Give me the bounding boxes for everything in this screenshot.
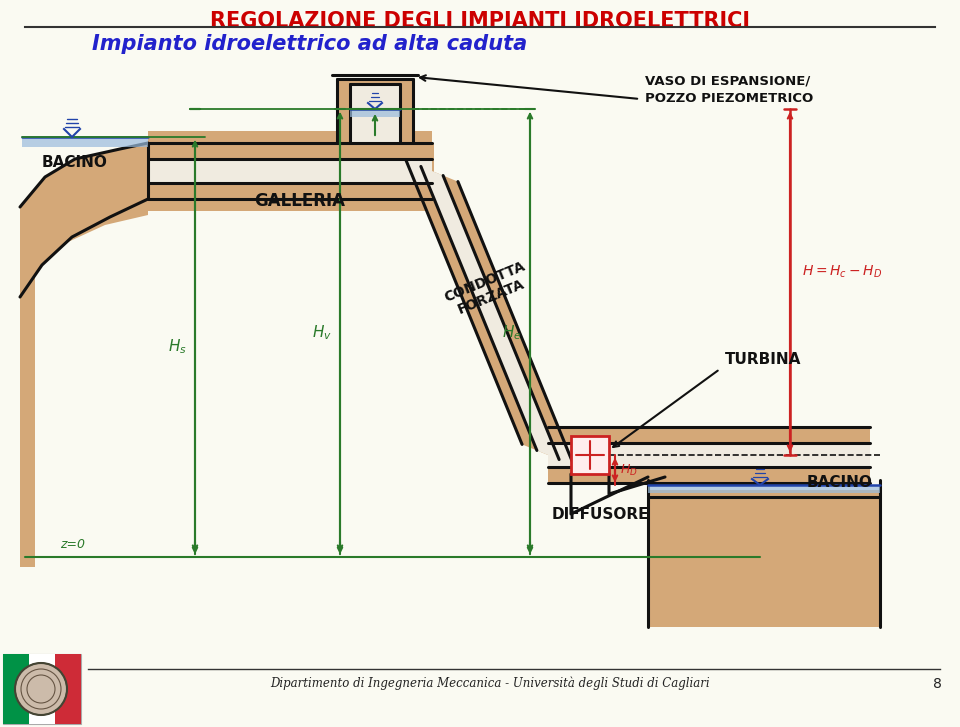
Text: GALLERIA: GALLERIA <box>254 192 346 210</box>
Text: BACINO: BACINO <box>42 155 108 170</box>
Bar <box>3 654 81 724</box>
Bar <box>571 436 609 474</box>
Circle shape <box>15 663 67 715</box>
Text: z=0: z=0 <box>60 538 85 551</box>
Polygon shape <box>148 143 434 199</box>
Polygon shape <box>148 131 432 143</box>
Polygon shape <box>406 161 574 465</box>
Polygon shape <box>548 427 870 483</box>
Polygon shape <box>350 109 400 117</box>
Text: VASO DI ESPANSIONE/
POZZO PIEZOMETRICO: VASO DI ESPANSIONE/ POZZO PIEZOMETRICO <box>645 75 813 105</box>
Polygon shape <box>148 159 432 183</box>
Polygon shape <box>148 199 432 211</box>
Bar <box>55 654 81 724</box>
Polygon shape <box>20 143 148 297</box>
Text: $H_e$: $H_e$ <box>502 324 522 342</box>
Text: BACINO: BACINO <box>806 475 872 490</box>
Bar <box>29 654 55 724</box>
Polygon shape <box>350 84 400 143</box>
Polygon shape <box>648 485 880 493</box>
Text: CONDOTTA
FORZATA: CONDOTTA FORZATA <box>443 259 534 319</box>
Text: $H_v$: $H_v$ <box>312 324 332 342</box>
Text: 8: 8 <box>933 677 942 691</box>
Text: $H=H_c-H_D$: $H=H_c-H_D$ <box>802 264 882 280</box>
Text: $H_s$: $H_s$ <box>168 337 187 356</box>
Polygon shape <box>420 166 559 459</box>
Polygon shape <box>548 443 870 467</box>
Text: REGOLAZIONE DEGLI IMPIANTI IDROELETTRICI: REGOLAZIONE DEGLI IMPIANTI IDROELETTRICI <box>210 11 750 31</box>
Polygon shape <box>337 79 413 143</box>
Text: TURBINA: TURBINA <box>725 351 802 366</box>
Polygon shape <box>20 143 148 567</box>
Bar <box>3 654 29 724</box>
Polygon shape <box>22 137 148 147</box>
Text: $H_D$: $H_D$ <box>620 462 637 478</box>
Text: Dipartimento di Ingegneria Meccanica - Università degli Studi di Cagliari: Dipartimento di Ingegneria Meccanica - U… <box>270 677 709 691</box>
Text: Impianto idroelettrico ad alta caduta: Impianto idroelettrico ad alta caduta <box>92 34 528 54</box>
Polygon shape <box>648 490 880 627</box>
Text: DIFFUSORE: DIFFUSORE <box>551 507 649 522</box>
